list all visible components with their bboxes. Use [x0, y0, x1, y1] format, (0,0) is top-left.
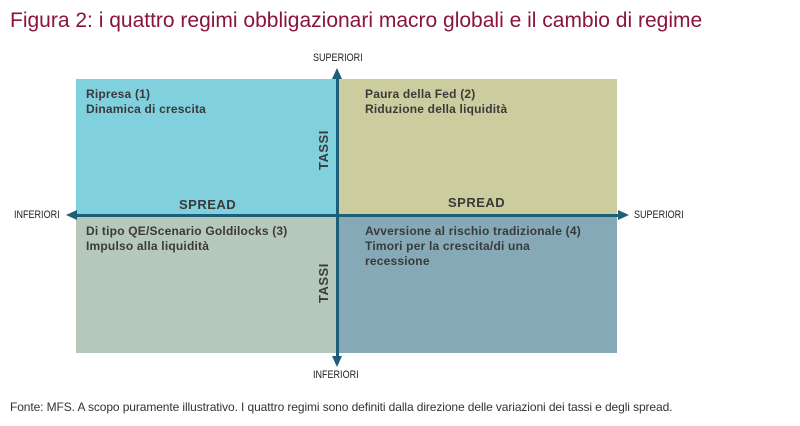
- quadrant-top-left-line-1: Ripresa (1): [86, 87, 151, 101]
- quadrant-bottom-left-line-1: Di tipo QE/Scenario Goldilocks (3): [86, 224, 288, 238]
- quadrant-top-left: Ripresa (1) Dinamica di crescita: [76, 79, 337, 216]
- tassi-label-bottom: TASSI: [316, 263, 331, 303]
- axis-right-label: SUPERIORI: [634, 209, 684, 221]
- arrow-up-icon: [332, 68, 342, 79]
- arrow-down-icon: [332, 356, 342, 367]
- quadrant-bottom-right-line-3: recessione: [365, 254, 430, 268]
- quadrant-bottom-right-line-1: Avversione al rischio tradizionale (4): [365, 224, 581, 238]
- figure-title: Figura 2: i quattro regimi obbligazionar…: [10, 9, 703, 32]
- quadrant-bottom-left: Di tipo QE/Scenario Goldilocks (3) Impul…: [76, 216, 337, 353]
- arrow-left-icon: [66, 210, 77, 220]
- quadrant-top-right: Paura della Fed (2) Riduzione della liqu…: [337, 79, 617, 216]
- quadrant-top-left-line-2: Dinamica di crescita: [86, 102, 207, 116]
- axis-left-label: INFERIORI: [14, 209, 60, 221]
- quadrant-bottom-left-line-2: Impulso alla liquidità: [86, 239, 210, 253]
- horizontal-axis-line: [76, 214, 618, 217]
- quadrant-top-right-line-2: Riduzione della liquidità: [365, 102, 508, 116]
- axis-bottom-label: INFERIORI: [313, 369, 359, 381]
- quadrant-top-right-line-1: Paura della Fed (2): [365, 87, 476, 101]
- quadrant-bottom-right-line-2: Timori per la crescita/di una: [365, 239, 530, 253]
- spread-label-right: SPREAD: [448, 195, 506, 210]
- axis-top-label: SUPERIORI: [313, 52, 363, 64]
- spread-label-left: SPREAD: [179, 197, 237, 212]
- tassi-label-top: TASSI: [316, 130, 331, 170]
- quadrant-bottom-right: Avversione al rischio tradizionale (4) T…: [337, 216, 617, 353]
- vertical-axis-line: [336, 78, 339, 356]
- arrow-right-icon: [618, 210, 629, 220]
- footer-note: Fonte: MFS. A scopo puramente illustrati…: [10, 400, 673, 414]
